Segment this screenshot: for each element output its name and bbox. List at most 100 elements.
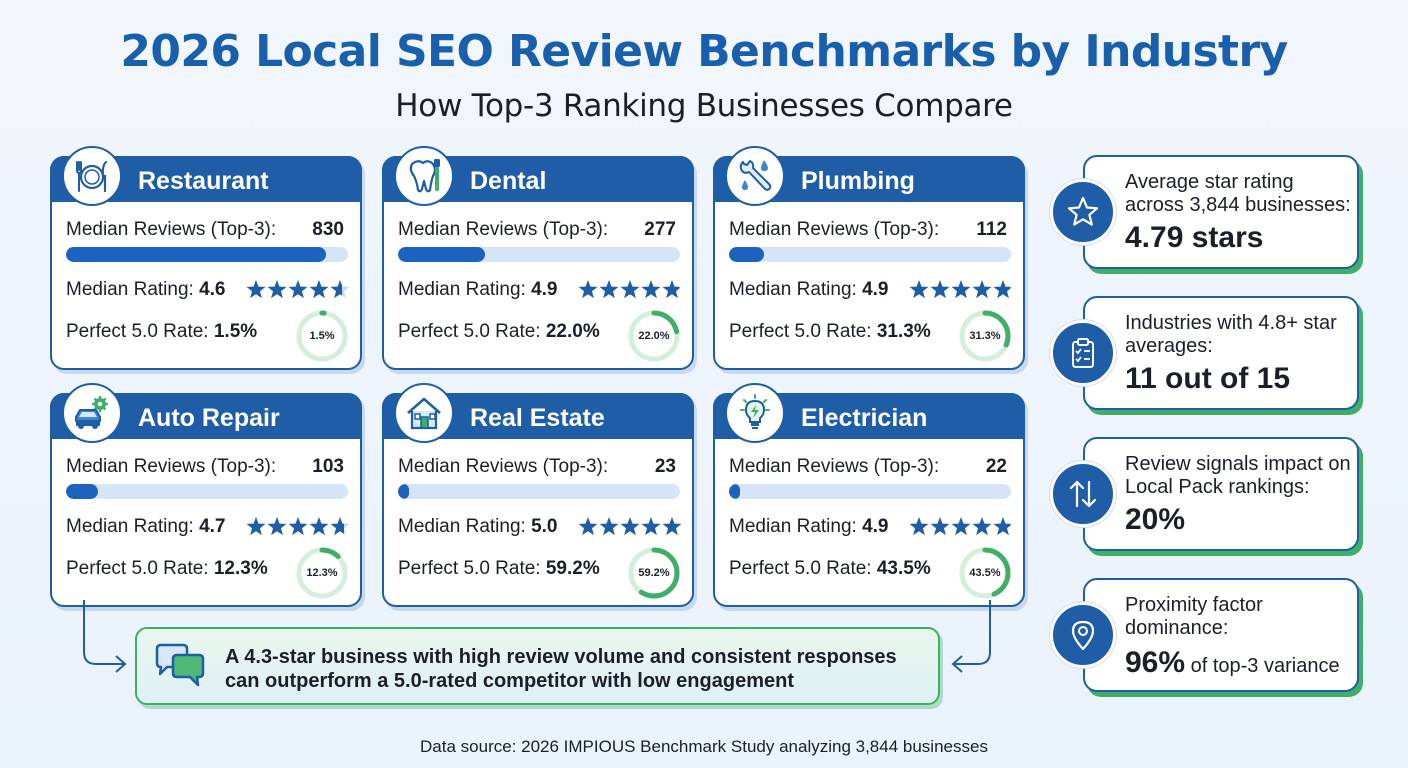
perfect-rate-label: Perfect 5.0 Rate: bbox=[398, 321, 541, 342]
up-down-arrows-icon bbox=[1050, 461, 1116, 527]
ring-progress bbox=[628, 547, 680, 599]
median-reviews-label: Median Reviews (Top-3): bbox=[729, 456, 940, 477]
median-rating-value: 4.6 bbox=[199, 279, 226, 300]
star-icon bbox=[620, 517, 640, 536]
industry-card-electrician: Electrician Median Reviews (Top-3): 22 M… bbox=[713, 383, 1025, 607]
perfect-rate-row: Perfect 5.0 Rate: 22.0% bbox=[398, 321, 600, 343]
perfect-rate-ring-label: 12.3% bbox=[306, 567, 338, 579]
stat-value-row: 11 out of 15 bbox=[1125, 362, 1290, 396]
perfect-rate-label: Perfect 5.0 Rate: bbox=[729, 558, 872, 579]
median-reviews-value: 112 bbox=[976, 219, 1007, 240]
median-reviews-bar bbox=[398, 247, 680, 262]
median-reviews-value: 103 bbox=[312, 456, 344, 477]
house-icon bbox=[394, 383, 454, 443]
median-rating-row: Median Rating: 4.9 bbox=[729, 516, 889, 538]
star-icon bbox=[972, 280, 992, 299]
perfect-rate-row: Perfect 5.0 Rate: 59.2% bbox=[398, 558, 600, 580]
stat-description: Industries with 4.8+ star averages: bbox=[1125, 312, 1337, 357]
perfect-rate-value: 31.3% bbox=[876, 321, 931, 342]
stat-value: 4.79 stars bbox=[1125, 221, 1264, 254]
industry-card-dental: Dental Median Reviews (Top-3): 277 Media… bbox=[382, 146, 694, 370]
star-icon bbox=[578, 517, 598, 536]
stat-value-row: 4.79 stars bbox=[1125, 221, 1263, 255]
perfect-rate-ring-label: 22.0% bbox=[638, 330, 670, 342]
star-icon bbox=[909, 280, 929, 299]
median-reviews-bar-fill bbox=[398, 247, 485, 262]
perfect-rate-value: 22.0% bbox=[545, 321, 600, 342]
perfect-rate-ring-label: 1.5% bbox=[309, 330, 335, 342]
star-icon bbox=[599, 280, 619, 299]
stat-description: Review signals impact on Local Pack rank… bbox=[1125, 453, 1351, 498]
star-icon bbox=[662, 517, 682, 536]
median-reviews-label: Median Reviews (Top-3): bbox=[398, 219, 609, 240]
median-reviews-bar-fill bbox=[398, 484, 410, 499]
median-rating-label: Median Rating: bbox=[729, 279, 857, 300]
median-reviews-bar bbox=[729, 247, 1011, 262]
perfect-rate-row: Perfect 5.0 Rate: 1.5% bbox=[66, 321, 257, 343]
stat-suffix: of top-3 variance bbox=[1185, 655, 1340, 677]
median-rating-row: Median Rating: 4.7 bbox=[66, 516, 226, 538]
median-reviews-label: Median Reviews (Top-3): bbox=[398, 456, 609, 477]
insight-line-1: A 4.3-star business with high review vol… bbox=[225, 646, 897, 668]
star-icon bbox=[972, 517, 992, 536]
perfect-rate-ring bbox=[628, 547, 680, 599]
insight-line-2: can outperform a 5.0-rated competitor wi… bbox=[225, 670, 794, 692]
stat-card: Proximity factor dominance: 96% of top-3… bbox=[1083, 578, 1359, 692]
perfect-rate-value: 12.3% bbox=[213, 558, 268, 579]
perfect-rate-ring-label: 59.2% bbox=[638, 567, 670, 579]
ring-progress bbox=[959, 547, 1011, 599]
stat-card: Review signals impact on Local Pack rank… bbox=[1083, 437, 1359, 551]
median-reviews-bar-fill bbox=[66, 484, 99, 499]
star-icon bbox=[267, 517, 287, 536]
stat-value: 11 out of 15 bbox=[1125, 362, 1291, 395]
ring-progress bbox=[296, 310, 348, 362]
median-reviews-bar-fill bbox=[66, 247, 326, 262]
star-icon bbox=[330, 517, 350, 536]
utensils-icon bbox=[62, 146, 122, 206]
median-rating-value: 5.0 bbox=[531, 516, 558, 537]
industry-name: Auto Repair bbox=[138, 404, 280, 432]
star-icon bbox=[246, 280, 266, 299]
median-reviews-label: Median Reviews (Top-3): bbox=[66, 219, 277, 240]
median-rating-value: 4.7 bbox=[199, 516, 226, 537]
perfect-rate-ring bbox=[628, 310, 680, 362]
star-icon bbox=[993, 280, 1013, 299]
industry-card-plumbing: Plumbing Median Reviews (Top-3): 112 Med… bbox=[713, 146, 1025, 370]
lightbulb-icon bbox=[725, 383, 785, 443]
star-icon bbox=[267, 280, 287, 299]
median-reviews-bar bbox=[729, 484, 1011, 499]
star-icon bbox=[309, 280, 329, 299]
median-reviews-value: 830 bbox=[312, 219, 344, 240]
stat-description: Proximity factor dominance: bbox=[1125, 594, 1263, 639]
stat-value: 20% bbox=[1125, 503, 1186, 536]
star-icon bbox=[951, 280, 971, 299]
stat-value-row: 96% of top-3 variance bbox=[1125, 646, 1340, 680]
ring-progress bbox=[959, 310, 1011, 362]
median-reviews-value: 22 bbox=[985, 456, 1007, 477]
tooth-icon bbox=[394, 146, 454, 206]
rating-stars bbox=[909, 517, 1013, 536]
stat-value: 96% bbox=[1125, 646, 1186, 679]
median-rating-value: 4.9 bbox=[862, 516, 889, 537]
perfect-rate-value: 59.2% bbox=[545, 558, 600, 579]
star-icon bbox=[641, 280, 661, 299]
industry-name: Real Estate bbox=[470, 404, 605, 432]
star-icon bbox=[641, 517, 661, 536]
median-reviews-label: Median Reviews (Top-3): bbox=[729, 219, 940, 240]
industry-card-auto-repair: Auto Repair Median Reviews (Top-3): 103 … bbox=[50, 383, 362, 607]
perfect-rate-row: Perfect 5.0 Rate: 43.5% bbox=[729, 558, 931, 580]
star-icon bbox=[246, 517, 266, 536]
chat-bubbles-icon bbox=[155, 643, 205, 687]
median-reviews-value: 23 bbox=[654, 456, 676, 477]
perfect-rate-ring-label: 43.5% bbox=[969, 567, 1001, 579]
star-icon bbox=[288, 280, 308, 299]
perfect-rate-ring-label: 31.3% bbox=[969, 330, 1001, 342]
star-icon bbox=[930, 517, 950, 536]
median-rating-value: 4.9 bbox=[531, 279, 558, 300]
star-icon bbox=[288, 517, 308, 536]
stat-description: Average star rating across 3,844 busines… bbox=[1125, 171, 1351, 216]
star-icon bbox=[993, 517, 1013, 536]
median-rating-label: Median Rating: bbox=[66, 516, 194, 537]
perfect-rate-row: Perfect 5.0 Rate: 12.3% bbox=[66, 558, 268, 580]
rating-stars bbox=[578, 280, 682, 299]
